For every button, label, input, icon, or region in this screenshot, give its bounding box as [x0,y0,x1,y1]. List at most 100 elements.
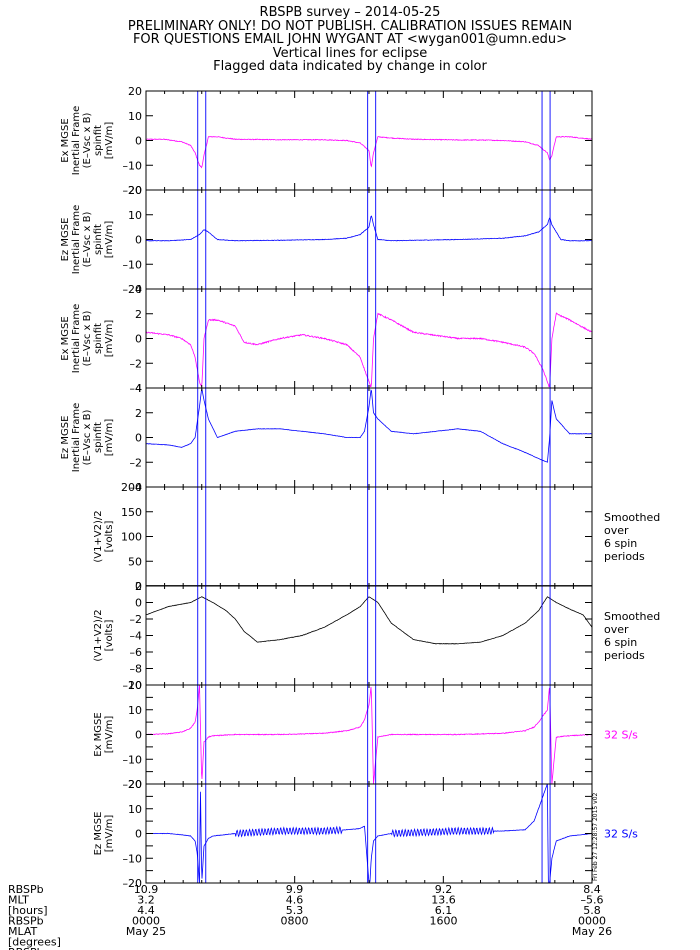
y-axis-label: [mV/m] [104,221,115,259]
series-line-1-1 [146,135,592,169]
x-info-value: 3.2 [137,894,155,907]
y-tick-label: 20 [128,778,142,791]
y-tick-label: –20 [123,778,143,791]
y-axis-label: [mV/m] [104,419,115,457]
x-info-value: 4.4 [137,904,155,917]
y-tick-label: 20 [128,85,142,98]
y-tick-label: –6 [130,646,143,659]
y-tick-label: –10 [123,159,143,172]
header-flag-note: Flagged data indicated by change in colo… [213,59,487,74]
y-tick-label: 0 [135,828,142,841]
y-tick-label: 2 [135,407,142,420]
series-line-4-1 [146,388,592,463]
side-note: over [604,623,629,636]
y-tick-label: –10 [123,258,143,271]
y-tick-label: 10 [128,704,142,717]
y-axis-label: spinfit [93,422,104,453]
y-axis-label: (E–Vsc x B) [82,212,93,268]
panel-5: 0 50 100 150 200 (V1+V2)/2 [volts] Smoothedover… [93,481,660,593]
side-note: Smoothed [604,511,660,524]
x-info-value: 10.9 [134,883,159,896]
y-tick-label: 150 [121,506,142,519]
panel-frame [145,387,593,488]
panel-8: –20 –10 0 10 20 Ez MGSE [mV/m] 32 S/s Fri Feb 27… [93,778,638,890]
panel-4: –4 –2 0 2 4 Ez MGSE Inertial Frame (E–Vsc x B) s… [60,382,593,494]
y-tick-label: 10 [128,110,142,123]
panel-1: –20 –10 0 10 20 Ex MGSE Inertial Frame (E–Vsc x… [60,85,593,197]
y-tick-label: –8 [130,663,143,676]
panel-frame [145,189,593,290]
y-axis-label: [mV/m] [104,122,115,160]
y-tick-label: –10 [123,753,143,766]
x-info-value: May 25 [126,925,166,938]
series-line-7-1 [146,685,592,784]
timestamp-note: Fri Feb 27 12:28:57 2015 v02 [592,792,599,881]
y-axis-label: (V1+V2)/2 [93,510,104,562]
y-axis-label: (E–Vsc x B) [82,410,93,466]
side-note: periods [604,649,645,662]
y-tick-label: 0 [135,597,142,610]
side-note: 6 spin [604,537,637,550]
panel-frame [145,783,593,884]
y-axis-label: [mV/m] [104,815,115,853]
side-note: 32 S/s [604,828,638,841]
panel-frame [145,684,593,785]
y-tick-label: –10 [123,852,143,865]
plot-header: RBSPB survey – 2014-05-25 PRELIMINARY ON… [0,6,700,74]
x-info-value: May 26 [572,925,612,938]
y-tick-label: –2 [130,456,143,469]
y-axis-label: Ez MGSE [93,812,104,856]
x-info-value: 5.8 [583,904,601,917]
y-tick-label: 2 [135,308,142,321]
y-tick-label: 4 [135,382,142,395]
x-info-row-label: RBSPb [8,915,44,928]
y-tick-label: 0 [135,234,142,247]
series-line-6-1 [146,596,592,645]
y-axis-label: Ex MGSE [93,712,104,756]
y-tick-label: –20 [123,184,143,197]
y-axis-label: Ex MGSE [60,316,71,360]
x-info-value: 1600 [429,915,457,928]
side-note: periods [604,550,645,563]
y-axis-label: Inertial Frame [71,403,82,473]
y-tick-label: 0 [135,729,142,742]
side-note: 6 spin [604,636,637,649]
x-info-row-label: [degrees] [8,936,61,949]
y-tick-label: 20 [128,679,142,692]
y-tick-label: –2 [130,613,143,626]
x-info-value: 8.4 [583,883,601,896]
y-axis-label: Inertial Frame [71,205,82,275]
header-warning: PRELIMINARY ONLY! DO NOT PUBLISH. CALIBR… [127,18,573,34]
y-axis-label: Ez MGSE [60,218,71,262]
y-axis-label: spinfit [93,323,104,354]
y-tick-label: 50 [128,555,142,568]
panel-2: –20 –10 0 10 20 Ez MGSE Inertial Frame (E–Vsc x… [60,184,593,296]
y-tick-label: –4 [130,481,143,494]
x-info-row-label: MLAT [8,925,38,938]
header-contact: FOR QUESTIONS EMAIL JOHN WYGANT AT <wyga… [132,32,568,47]
y-axis-label: spinfit [93,125,104,156]
y-tick-label: –10 [123,679,143,692]
series-line-2-1 [146,215,592,242]
x-info-row-label: RBSPb [8,883,44,896]
x-info-value: 0800 [281,915,309,928]
x-info-value: 6.1 [435,904,453,917]
panel-6: –10–8–6–4–202(V1+V2)/2 [volts]Smoothedove… [93,580,660,692]
panel-frame [145,585,593,686]
y-tick-label: 100 [121,531,142,544]
panel-7: –20 –10 0 10 20 Ex MGSE [mV/m] 32 S/s [93,679,638,791]
side-note: over [604,524,629,537]
y-tick-label: 0 [135,135,142,148]
y-tick-label: 0 [135,432,142,445]
y-axis-label: [volts] [104,521,115,553]
y-axis-label: (E–Vsc x B) [82,113,93,169]
y-tick-label: 4 [135,283,142,296]
y-tick-label: 10 [128,803,142,816]
panel-frame [145,90,593,191]
x-info-value: 5.3 [286,904,304,917]
panel-frame [145,486,593,587]
y-axis-label: [volts] [104,620,115,652]
x-info-row-label: [hours] [8,904,48,917]
